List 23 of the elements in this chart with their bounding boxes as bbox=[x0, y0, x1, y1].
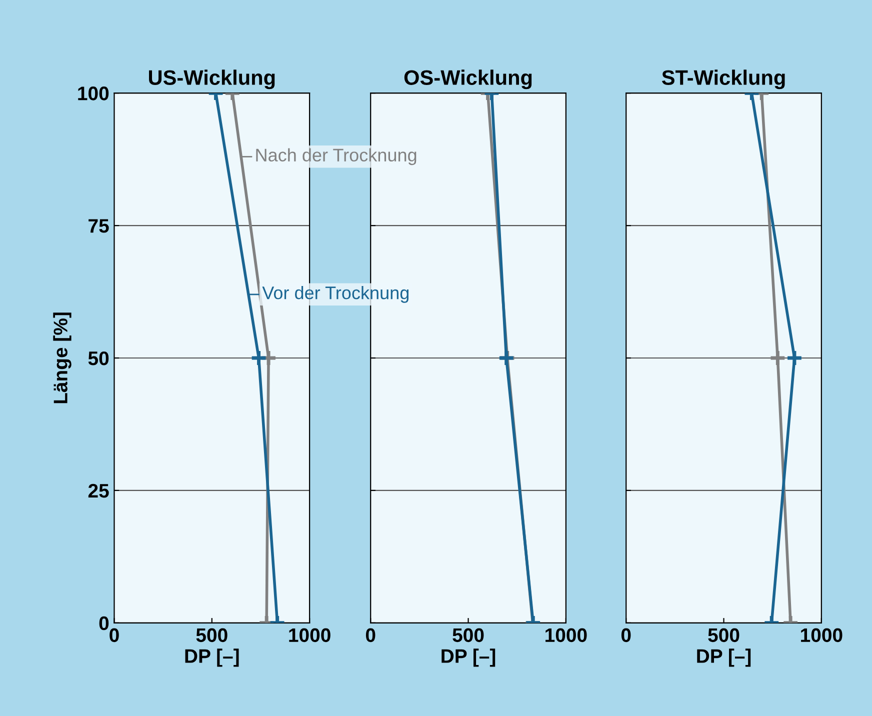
x-tick-label: 500 bbox=[452, 628, 484, 642]
x-axis-title: DP [–] bbox=[697, 648, 751, 667]
y-tick-label: 100 bbox=[78, 86, 109, 100]
chart-title: US-Wicklung bbox=[149, 70, 275, 90]
x-tick-label: 500 bbox=[196, 628, 228, 642]
y-tick-label: 50 bbox=[88, 351, 109, 366]
y-tick-label: 75 bbox=[88, 219, 109, 233]
x-tick-label: 0 bbox=[366, 628, 376, 642]
x-axis-title: DP [–] bbox=[442, 648, 496, 667]
y-tick-label: 25 bbox=[88, 484, 109, 498]
chart-title: OS-Wicklung bbox=[404, 70, 532, 90]
x-tick-label: 1000 bbox=[546, 628, 587, 642]
legend-label: Nach der Trocknung bbox=[256, 148, 416, 166]
y-axis-title: Länge [%] bbox=[53, 312, 72, 404]
x-tick-label: 500 bbox=[708, 628, 740, 642]
x-tick-label: 0 bbox=[110, 628, 119, 642]
x-tick-label: 1000 bbox=[289, 628, 330, 642]
x-axis-title: DP [–] bbox=[185, 648, 239, 667]
chart-title: ST-Wicklung bbox=[662, 70, 785, 90]
legend-label: Vor der Trocknung bbox=[262, 286, 409, 303]
y-tick-label: 0 bbox=[99, 616, 109, 630]
x-tick-label: 0 bbox=[621, 628, 631, 642]
x-tick-label: 1000 bbox=[801, 628, 842, 642]
